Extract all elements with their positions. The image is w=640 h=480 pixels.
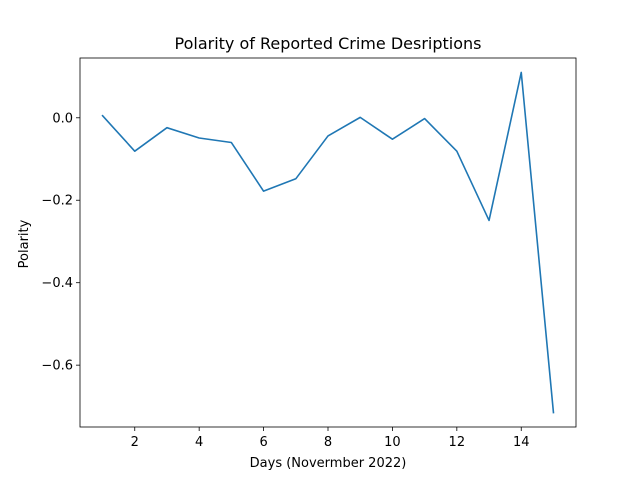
x-tick-label: 10 bbox=[384, 435, 401, 450]
series-layer bbox=[101, 71, 555, 414]
y-tick-label: −0.2 bbox=[41, 194, 73, 209]
polarity-series-line bbox=[101, 71, 555, 414]
x-tick-label: 8 bbox=[324, 435, 332, 450]
y-tick-label: −0.4 bbox=[41, 276, 73, 291]
x-axis-ticks: 2 4 6 8 10 12 14 bbox=[131, 427, 530, 450]
x-axis-label: Days (Novermber 2022) bbox=[250, 456, 407, 471]
chart-title: Polarity of Reported Crime Desriptions bbox=[175, 34, 482, 53]
x-tick-label: 12 bbox=[449, 435, 466, 450]
plot-area-frame bbox=[79, 57, 577, 428]
x-tick-label: 14 bbox=[513, 435, 530, 450]
y-tick-label: 0.0 bbox=[52, 111, 73, 126]
y-axis-ticks: 0.0 −0.2 −0.4 −0.6 bbox=[41, 111, 80, 374]
x-tick-label: 4 bbox=[195, 435, 203, 450]
y-axis-label: Polarity bbox=[17, 219, 32, 268]
y-tick-label: −0.6 bbox=[41, 359, 73, 374]
x-tick-label: 2 bbox=[131, 435, 139, 450]
x-tick-label: 6 bbox=[259, 435, 267, 450]
